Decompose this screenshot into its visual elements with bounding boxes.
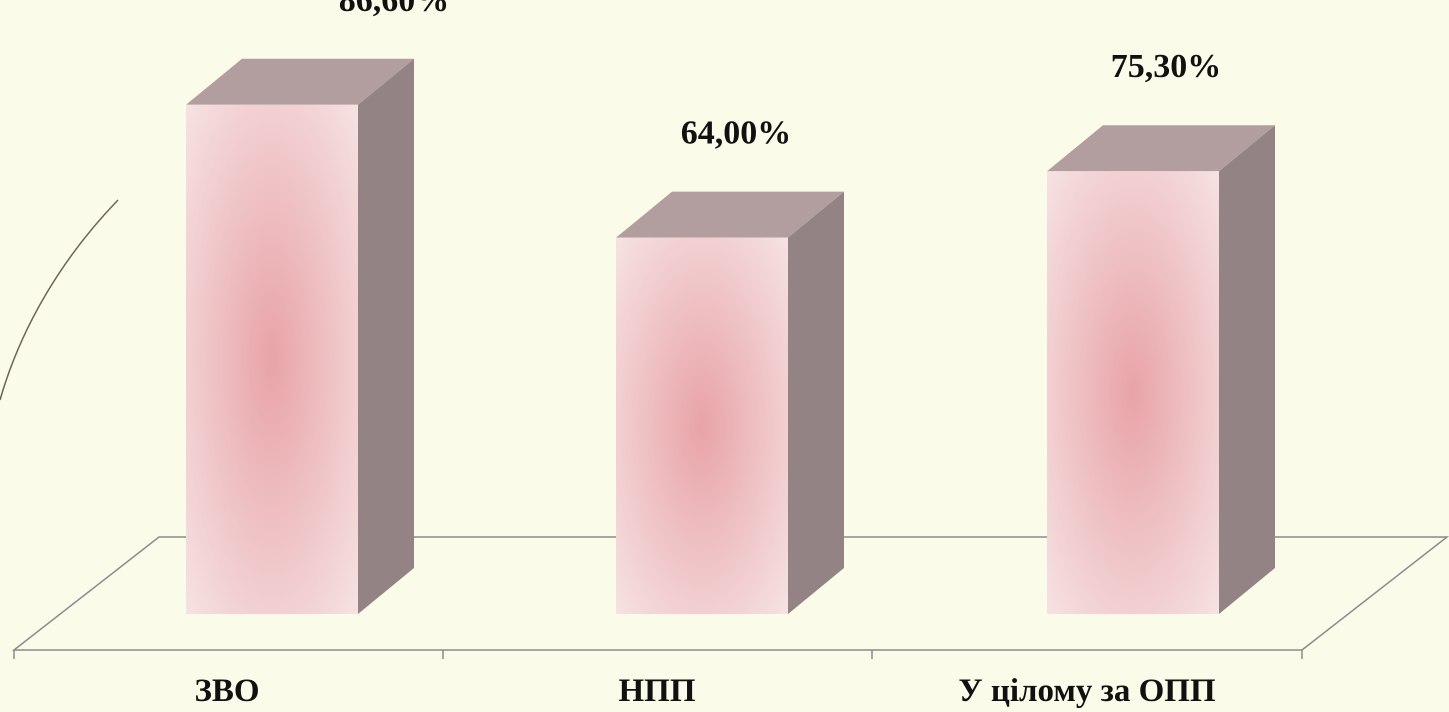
value-labels-group: 86,60% 64,00% 75,30% (339, 0, 1222, 152)
bar-front (1047, 171, 1219, 614)
category-label: У цілому за ОПП (958, 673, 1216, 709)
bar-2 (616, 191, 844, 614)
bar-side (358, 58, 414, 615)
category-label: ЗВО (194, 673, 259, 709)
bar-1 (186, 58, 414, 615)
bar-top (616, 191, 844, 238)
value-label: 75,30% (1111, 48, 1222, 85)
chart-floor (11, 536, 1449, 659)
value-label: 86,60% (339, 0, 450, 19)
category-labels-group: ЗВО НПП У цілому за ОПП (194, 673, 1216, 709)
value-label: 64,00% (681, 115, 792, 152)
bar-front (186, 104, 358, 615)
bars-group (186, 58, 1275, 615)
bar-top (186, 58, 414, 105)
category-label: НПП (618, 673, 695, 709)
bar-side (1219, 125, 1275, 615)
bar-3 (1047, 125, 1275, 615)
bar-top (1047, 125, 1275, 172)
bar-front (616, 237, 788, 614)
decorative-curve (0, 199, 119, 401)
bar-side (788, 191, 844, 614)
